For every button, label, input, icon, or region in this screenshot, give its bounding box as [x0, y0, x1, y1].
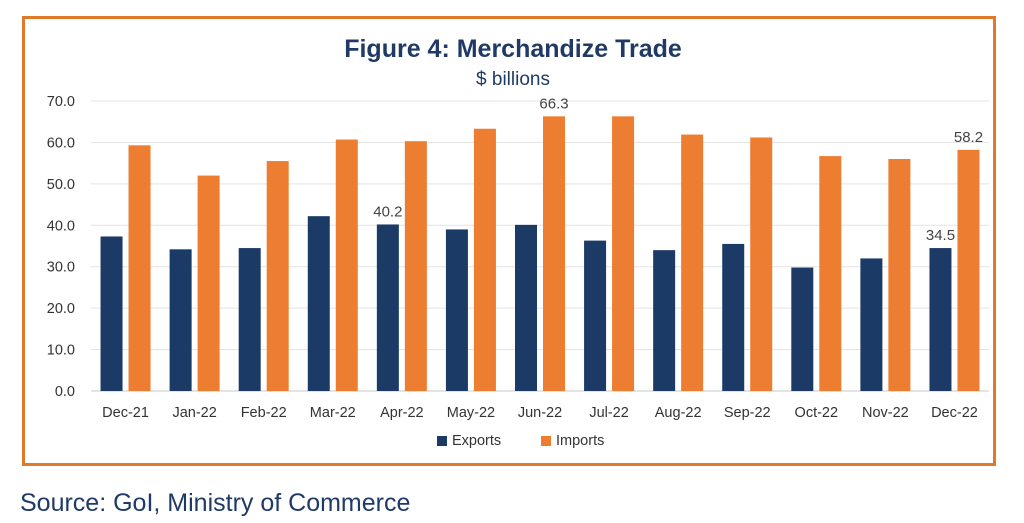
- exports-bar: [515, 224, 537, 391]
- y-tick-label: 50.0: [47, 177, 75, 193]
- x-tick-label: Jun-22: [518, 405, 562, 421]
- merchandise-trade-chart: Figure 4: Merchandize Trade $ billions 0…: [47, 35, 989, 449]
- imports-bar: [266, 161, 289, 391]
- imports-bar: [128, 145, 151, 391]
- data-label: 66.3: [539, 95, 568, 112]
- x-axis-ticks: Dec-21 Jan-22 Feb-22 Mar-22 Apr-22 May-22 Jun-…: [102, 405, 978, 421]
- imports-bar: [473, 128, 496, 391]
- legend-swatch: [541, 436, 551, 446]
- exports-bar: [722, 243, 745, 391]
- x-tick-label: Apr-22: [380, 405, 424, 421]
- imports-bar: [404, 141, 427, 391]
- x-tick-label: Dec-21: [102, 405, 149, 421]
- imports-bar: [750, 137, 773, 391]
- source-note: Source: GoI, Ministry of Commerce: [20, 489, 411, 517]
- y-tick-label: 0.0: [55, 384, 75, 400]
- legend: Exports Imports: [437, 433, 604, 449]
- exports-bar: [445, 229, 468, 391]
- exports-bar: [653, 250, 676, 391]
- exports-bar: [860, 258, 883, 391]
- x-tick-label: Dec-22: [931, 405, 978, 421]
- imports-bar: [612, 116, 635, 391]
- gridlines: [91, 100, 989, 392]
- imports-bar: [543, 116, 565, 391]
- x-tick-label: Nov-22: [862, 405, 909, 421]
- exports-bar: [169, 249, 192, 391]
- x-tick-label: Mar-22: [310, 405, 356, 421]
- exports-bar: [791, 267, 814, 391]
- x-tick-label: Aug-22: [655, 405, 702, 421]
- bars: [100, 116, 980, 392]
- exports-bar: [307, 216, 330, 391]
- imports-bar: [335, 139, 358, 391]
- chart-subtitle: $ billions: [476, 69, 550, 90]
- imports-bar: [197, 175, 220, 391]
- imports-bar: [681, 134, 704, 392]
- x-tick-label: May-22: [447, 405, 495, 421]
- x-tick-label: Jan-22: [172, 405, 216, 421]
- data-labels: 40.2 66.3 34.5 58.2: [373, 95, 983, 244]
- x-tick-label: Oct-22: [795, 405, 839, 421]
- legend-swatch: [437, 436, 447, 446]
- legend-label: Exports: [452, 433, 501, 449]
- data-label: 34.5: [926, 227, 955, 244]
- data-label: 58.2: [954, 129, 983, 146]
- y-tick-label: 60.0: [47, 135, 75, 151]
- chart-frame: Figure 4: Merchandize Trade $ billions 0…: [22, 16, 996, 466]
- exports-bar: [584, 240, 607, 391]
- y-tick-label: 40.0: [47, 218, 75, 234]
- y-axis-ticks: 0.0 10.0 20.0 30.0 40.0 50.0 60.0 70.0: [47, 94, 75, 400]
- data-label: 40.2: [373, 203, 402, 220]
- imports-bar: [888, 159, 911, 391]
- x-tick-label: Feb-22: [241, 405, 287, 421]
- imports-bar: [957, 149, 980, 391]
- exports-bar: [238, 248, 261, 391]
- exports-bar: [376, 224, 399, 391]
- x-tick-label: Jul-22: [589, 405, 629, 421]
- imports-bar: [819, 156, 842, 391]
- chart-title: Figure 4: Merchandize Trade: [344, 35, 682, 63]
- legend-label: Imports: [556, 433, 604, 449]
- y-tick-label: 10.0: [47, 343, 75, 359]
- y-tick-label: 20.0: [47, 301, 75, 317]
- x-tick-label: Sep-22: [724, 405, 771, 421]
- y-tick-label: 30.0: [47, 260, 75, 276]
- exports-bar: [100, 236, 123, 391]
- y-tick-label: 70.0: [47, 94, 75, 110]
- exports-bar: [929, 248, 952, 391]
